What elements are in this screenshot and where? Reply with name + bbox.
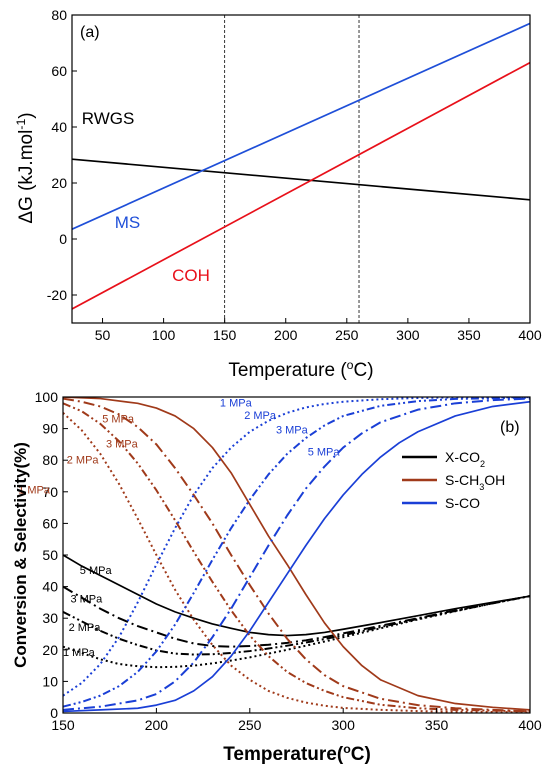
panel-b-y-tick-label: 0 (50, 705, 58, 721)
panel-b-series-line-x-co2-5-mpa (63, 554, 530, 637)
panel-b-panel-label: (b) (500, 419, 520, 436)
panel-b-legend-label: S-CH3OH (445, 472, 505, 492)
panel-b-y-tick-label: 100 (35, 389, 59, 405)
panel-b-x-tick-label: 300 (332, 717, 356, 733)
panel-b-y-tick-label: 20 (42, 642, 58, 658)
panel-a-series-line-rwgs (72, 158, 530, 201)
panel-b-legend: X-CO2 S-CH3OH S-CO (402, 449, 505, 511)
panel-b-series-annotation: 5 MPa (80, 565, 113, 577)
panel-b-series-line-x-co2-1-mpa (63, 595, 530, 669)
panel-b-series-line-s-ch3oh-2-mpa (63, 402, 530, 713)
panel-b-x-tick-label: 400 (518, 717, 542, 733)
panel-b-series-annotation: 2 MPa (69, 622, 102, 634)
panel-b-series-annotation: 3 MPa (106, 439, 139, 451)
panel-b-series-line-s-co-2-mpa (63, 397, 530, 708)
panel-a-x-tick-label: 50 (95, 327, 111, 343)
panel-b-x-tick-label: 250 (238, 717, 262, 733)
panel-a-series-annotation: COH (172, 266, 210, 285)
panel-a-x-axis-label: Temperature (oC) (228, 358, 373, 381)
panel-a-y-tick-label: -20 (47, 287, 67, 303)
panel-b-series-group (63, 397, 530, 713)
panel-a-chart: 50 100 150 200 250 300 350 400 -20 0 20 40 60 80 RWGS M… (14, 7, 542, 381)
panel-b-y-tick-label: 90 (42, 421, 58, 437)
panel-b-series-line-s-co-5-mpa (63, 400, 530, 713)
panel-b-x-tick-label: 200 (145, 717, 169, 733)
panel-b-x-axis-label: Temperature(oC) (223, 742, 371, 765)
panel-b-x-tick-label: 350 (425, 717, 449, 733)
panel-b-y-axis-label: Conversion & Selectivity(%) (11, 442, 30, 668)
panel-a-y-tick-label: 80 (51, 7, 67, 23)
panel-a-plot-frame (71, 14, 531, 324)
panel-a-y-tick-label: 60 (51, 63, 67, 79)
panel-b-y-tick-label: 70 (42, 484, 58, 500)
panel-b-series-line-s-co-3-mpa (63, 397, 530, 711)
panel-b-series-annotation: 1 MPa (63, 647, 96, 659)
panel-b-series-line-s-ch3oh-3-mpa (63, 397, 530, 713)
panel-a-x-tick-label: 200 (274, 327, 298, 343)
panel-b-y-tick-label: 30 (42, 610, 58, 626)
panel-b-legend-label: S-CO (445, 495, 480, 511)
panel-b-series-annotation: 2 MPa (67, 454, 100, 466)
panel-a-x-tick-label: 100 (152, 327, 176, 343)
panel-b-series-annotation: 2 MPa (244, 410, 277, 422)
panel-b-y-tick-label: 50 (42, 547, 58, 563)
panel-a-x-tick-label: 400 (518, 327, 542, 343)
panel-b-series-line-s-ch3oh-5-mpa (63, 397, 530, 711)
panel-b-series-annotation: 5 MPa (308, 446, 341, 458)
panel-b-series-annotation: 3 MPa (70, 593, 103, 605)
panel-b-x-tick-label: 150 (51, 717, 75, 733)
panel-b-chart: 150 200 250 300 350 400 0 10 20 30 40 50 60 70 80 90 100… (11, 389, 542, 765)
panel-b-series-line-s-co-1-mpa (63, 397, 530, 697)
panel-a-series-group (72, 22, 530, 310)
panel-a-x-tick-label: 250 (335, 327, 359, 343)
panel-b-series-line-x-co2-3-mpa (63, 585, 530, 648)
panel-b-y-tick-label: 40 (42, 579, 58, 595)
panel-a-y-tick-label: 40 (51, 119, 67, 135)
panel-b-y-tick-label: 10 (42, 673, 58, 689)
panel-b-y-tick-label: 60 (42, 515, 58, 531)
panel-a-x-tick-label: 300 (396, 327, 420, 343)
panel-a-series-line-coh (72, 61, 530, 310)
panel-b-series-annotation: 1 MPa (18, 484, 51, 496)
panel-a-y-axis-label: ΔG (kJ.mol-1) (14, 112, 37, 223)
panel-b-series-line-x-co2-2-mpa (63, 595, 530, 656)
panel-a-series-annotation: RWGS (82, 109, 135, 128)
panel-a-series-annotation: MS (115, 213, 141, 232)
panel-a-series-line-ms (72, 22, 530, 230)
panel-b-y-tick-label: 80 (42, 452, 58, 468)
panel-a-x-tick-label: 350 (457, 327, 481, 343)
panel-b-series-annotation: 1 MPa (220, 397, 253, 409)
panel-a-y-tick-label: 20 (51, 175, 67, 191)
panel-a-panel-label: (a) (80, 24, 100, 41)
panel-b-series-annotation: 3 MPa (276, 424, 309, 436)
panel-b-series-annotation: 5 MPa (102, 413, 135, 425)
panel-a-x-tick-label: 150 (213, 327, 237, 343)
panel-b-legend-label: X-CO2 (445, 449, 485, 469)
panel-a-y-tick-label: 0 (59, 231, 67, 247)
